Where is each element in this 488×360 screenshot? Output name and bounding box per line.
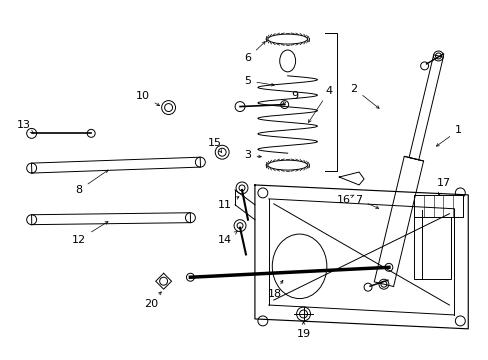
Text: 6: 6 bbox=[244, 41, 264, 63]
Circle shape bbox=[186, 273, 194, 281]
Text: 15: 15 bbox=[208, 138, 222, 153]
Circle shape bbox=[162, 100, 175, 114]
Text: 2: 2 bbox=[350, 84, 378, 108]
Text: 20: 20 bbox=[143, 292, 161, 309]
Circle shape bbox=[195, 157, 205, 167]
Text: 10: 10 bbox=[136, 91, 159, 106]
Circle shape bbox=[236, 182, 247, 194]
Ellipse shape bbox=[279, 50, 295, 72]
Text: 11: 11 bbox=[218, 197, 239, 210]
Text: 14: 14 bbox=[218, 231, 237, 244]
Ellipse shape bbox=[267, 160, 307, 170]
Circle shape bbox=[87, 129, 95, 137]
Circle shape bbox=[234, 220, 245, 231]
Bar bbox=[413, 195, 462, 217]
Circle shape bbox=[27, 215, 37, 225]
Text: 7: 7 bbox=[355, 195, 378, 208]
Text: 18: 18 bbox=[267, 280, 282, 299]
Circle shape bbox=[384, 264, 392, 271]
Text: 16: 16 bbox=[337, 195, 353, 205]
Bar bbox=[413, 210, 450, 279]
Text: 13: 13 bbox=[17, 121, 33, 133]
Circle shape bbox=[27, 163, 37, 173]
Text: 19: 19 bbox=[296, 322, 310, 339]
Text: 9: 9 bbox=[282, 91, 298, 104]
Text: 12: 12 bbox=[72, 221, 108, 244]
Text: 5: 5 bbox=[244, 76, 274, 86]
Circle shape bbox=[296, 307, 310, 321]
Text: 8: 8 bbox=[76, 170, 108, 195]
Circle shape bbox=[235, 102, 244, 112]
Text: 4: 4 bbox=[308, 86, 332, 122]
Text: 17: 17 bbox=[435, 178, 449, 195]
Text: 3: 3 bbox=[244, 150, 261, 160]
Circle shape bbox=[27, 129, 37, 138]
Ellipse shape bbox=[272, 234, 326, 298]
Circle shape bbox=[185, 213, 195, 223]
Circle shape bbox=[280, 100, 288, 109]
Circle shape bbox=[160, 277, 167, 285]
Text: 1: 1 bbox=[435, 125, 461, 146]
Ellipse shape bbox=[267, 34, 307, 44]
Circle shape bbox=[215, 145, 229, 159]
